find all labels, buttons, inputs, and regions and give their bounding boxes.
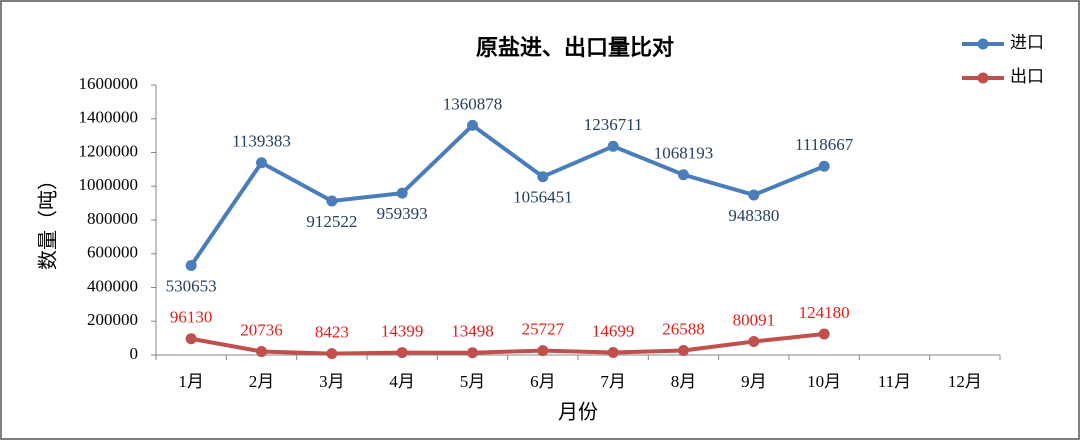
point [607,140,619,152]
x-tick-label: 6月 [530,372,556,391]
y-tick-label: 400000 [87,276,138,295]
data-label: 124180 [799,303,850,322]
series-line [190,332,825,356]
y-tick-label: 200000 [87,310,138,329]
data-label: 1056451 [513,188,573,207]
y-axis-title: 数量（吨） [37,170,60,270]
x-tick-label: 9月 [741,372,767,391]
data-label: 80091 [733,310,776,329]
y-tick-label: 600000 [87,243,138,262]
y-tick-label: 1400000 [79,108,139,127]
series-line [189,123,825,267]
data-label: 1068193 [654,144,714,163]
legend-label: 进口 [1010,33,1044,52]
point [818,328,830,340]
point [607,347,619,359]
data-label: 26588 [662,319,705,338]
data-label: 912522 [306,212,357,231]
point [185,259,197,271]
data-label: 20736 [240,320,283,339]
y-tick-label: 800000 [87,209,138,228]
x-tick-label: 2月 [249,372,275,391]
legend-marker [977,72,989,84]
x-tick-label: 1月 [178,372,204,391]
x-tick-label: 3月 [319,372,345,391]
point [537,171,549,183]
data-label: 1360878 [443,94,503,113]
x-tick-label: 10月 [807,372,841,391]
y-tick-label: 1200000 [79,141,139,160]
point [678,169,689,181]
x-tick-label: 4月 [389,372,415,391]
chart-title: 原盐进、出口量比对 [476,35,674,60]
legend-marker [977,38,989,50]
point [326,195,338,207]
point [818,160,830,172]
x-tick-label: 5月 [460,372,486,391]
point [748,335,760,347]
point [467,119,478,131]
point [256,157,267,169]
point [396,347,408,359]
y-tick-label: 1600000 [79,74,139,93]
point [678,345,689,357]
data-label: 1139383 [232,132,291,151]
data-label: 8423 [315,322,349,341]
x-tick-label: 7月 [600,372,626,391]
point [396,187,408,199]
data-label: 14399 [381,321,424,340]
point [256,346,267,358]
data-label: 1118667 [795,135,854,154]
legend-label: 出口 [1010,67,1044,86]
y-tick-label: 1000000 [79,175,139,194]
point [326,348,338,360]
data-label: 948380 [728,206,779,225]
x-tick-label: 8月 [671,372,697,391]
x-tick-label: 12月 [948,372,982,391]
data-label: 959393 [377,204,428,223]
data-label: 13498 [451,322,494,341]
point [537,345,549,357]
data-label: 25727 [522,320,565,339]
data-label: 1236711 [584,115,643,134]
data-label: 14699 [592,321,635,340]
data-label: 530653 [166,276,217,295]
data-label: 96130 [170,308,213,327]
point [185,333,197,345]
x-axis-title: 月份 [558,401,598,424]
point [467,347,478,359]
x-tick-label: 11月 [878,372,911,391]
y-tick-label: 0 [130,344,139,363]
point [748,189,760,201]
